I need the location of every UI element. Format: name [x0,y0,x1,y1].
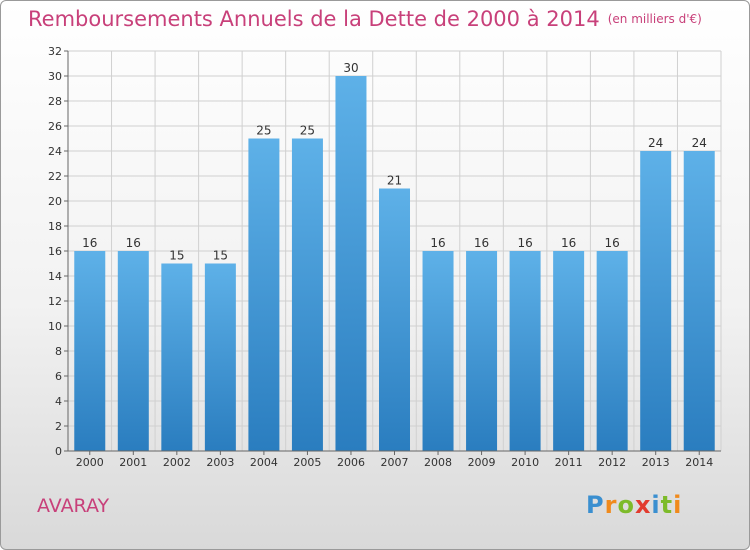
y-tick-label: 8 [55,345,62,358]
y-tick-label: 16 [48,245,62,258]
x-tick-label: 2007 [381,456,409,469]
x-tick-label: 2008 [424,456,452,469]
y-tick-label: 32 [48,45,62,58]
logo-letter: r [604,491,618,519]
y-tick-label: 4 [55,395,62,408]
y-tick-label: 0 [55,445,62,458]
y-tick-label: 30 [48,70,62,83]
x-tick-label: 2012 [598,456,626,469]
x-tick-label: 2005 [293,456,321,469]
bar [509,251,541,451]
x-tick-label: 2006 [337,456,365,469]
bar-value-label: 16 [561,236,576,250]
bar [379,188,410,451]
bar [117,251,149,451]
y-tick-label: 10 [48,320,62,333]
bar-value-label: 25 [256,124,271,138]
y-tick-label: 28 [48,95,62,108]
logo-letter: t [660,491,674,519]
bar-value-label: 15 [169,249,184,263]
x-tick-label: 2000 [76,456,104,469]
y-tick-label: 24 [48,145,62,158]
y-tick-label: 12 [48,295,62,308]
logo-letter: i [651,491,661,519]
bar [422,251,454,451]
bar [291,138,323,451]
proxiti-logo: Proxiti [586,491,682,519]
bar-value-label: 16 [82,236,97,250]
y-tick-label: 18 [48,220,62,233]
x-tick-label: 2002 [163,456,191,469]
bar-value-label: 15 [213,249,228,263]
bar-value-label: 16 [126,236,141,250]
x-tick-label: 2009 [468,456,496,469]
y-tick-label: 6 [55,370,62,383]
logo-letter: o [617,491,635,519]
bar [248,138,280,451]
bar-value-label: 16 [430,236,445,250]
logo-letter: P [586,491,605,519]
x-tick-label: 2001 [119,456,147,469]
y-tick-label: 26 [48,120,62,133]
x-tick-label: 2011 [555,456,583,469]
x-tick-label: 2010 [511,456,539,469]
logo-letter: x [634,491,652,519]
x-tick-label: 2004 [250,456,278,469]
chart-title-text: Remboursements Annuels de la Dette de 20… [28,7,600,31]
bar-value-label: 16 [474,236,489,250]
y-tick-label: 14 [48,270,62,283]
x-tick-label: 2014 [685,456,713,469]
bar [335,76,367,451]
town-name: AVARAY [37,495,110,517]
bar [466,251,498,451]
y-tick-label: 20 [48,195,62,208]
bar [640,151,672,451]
bar [553,251,585,451]
x-tick-label: 2013 [642,456,670,469]
bar-value-label: 30 [343,61,358,75]
bar-value-label: 24 [692,136,707,150]
bar [161,263,193,451]
x-tick-label: 2003 [206,456,234,469]
bar [204,263,236,451]
chart-unit: (en milliers d'€) [607,12,702,26]
chart-title: Remboursements Annuels de la Dette de 20… [28,7,702,31]
bar [74,251,106,451]
bar-value-label: 25 [300,124,315,138]
y-tick-label: 2 [55,420,62,433]
y-tick-label: 22 [48,170,62,183]
bar-value-label: 24 [648,136,663,150]
logo-letter: i [673,491,683,519]
bar-value-label: 16 [517,236,532,250]
bar [596,251,628,451]
bar [683,151,715,451]
bar-value-label: 21 [387,174,402,188]
bar-value-label: 16 [605,236,620,250]
